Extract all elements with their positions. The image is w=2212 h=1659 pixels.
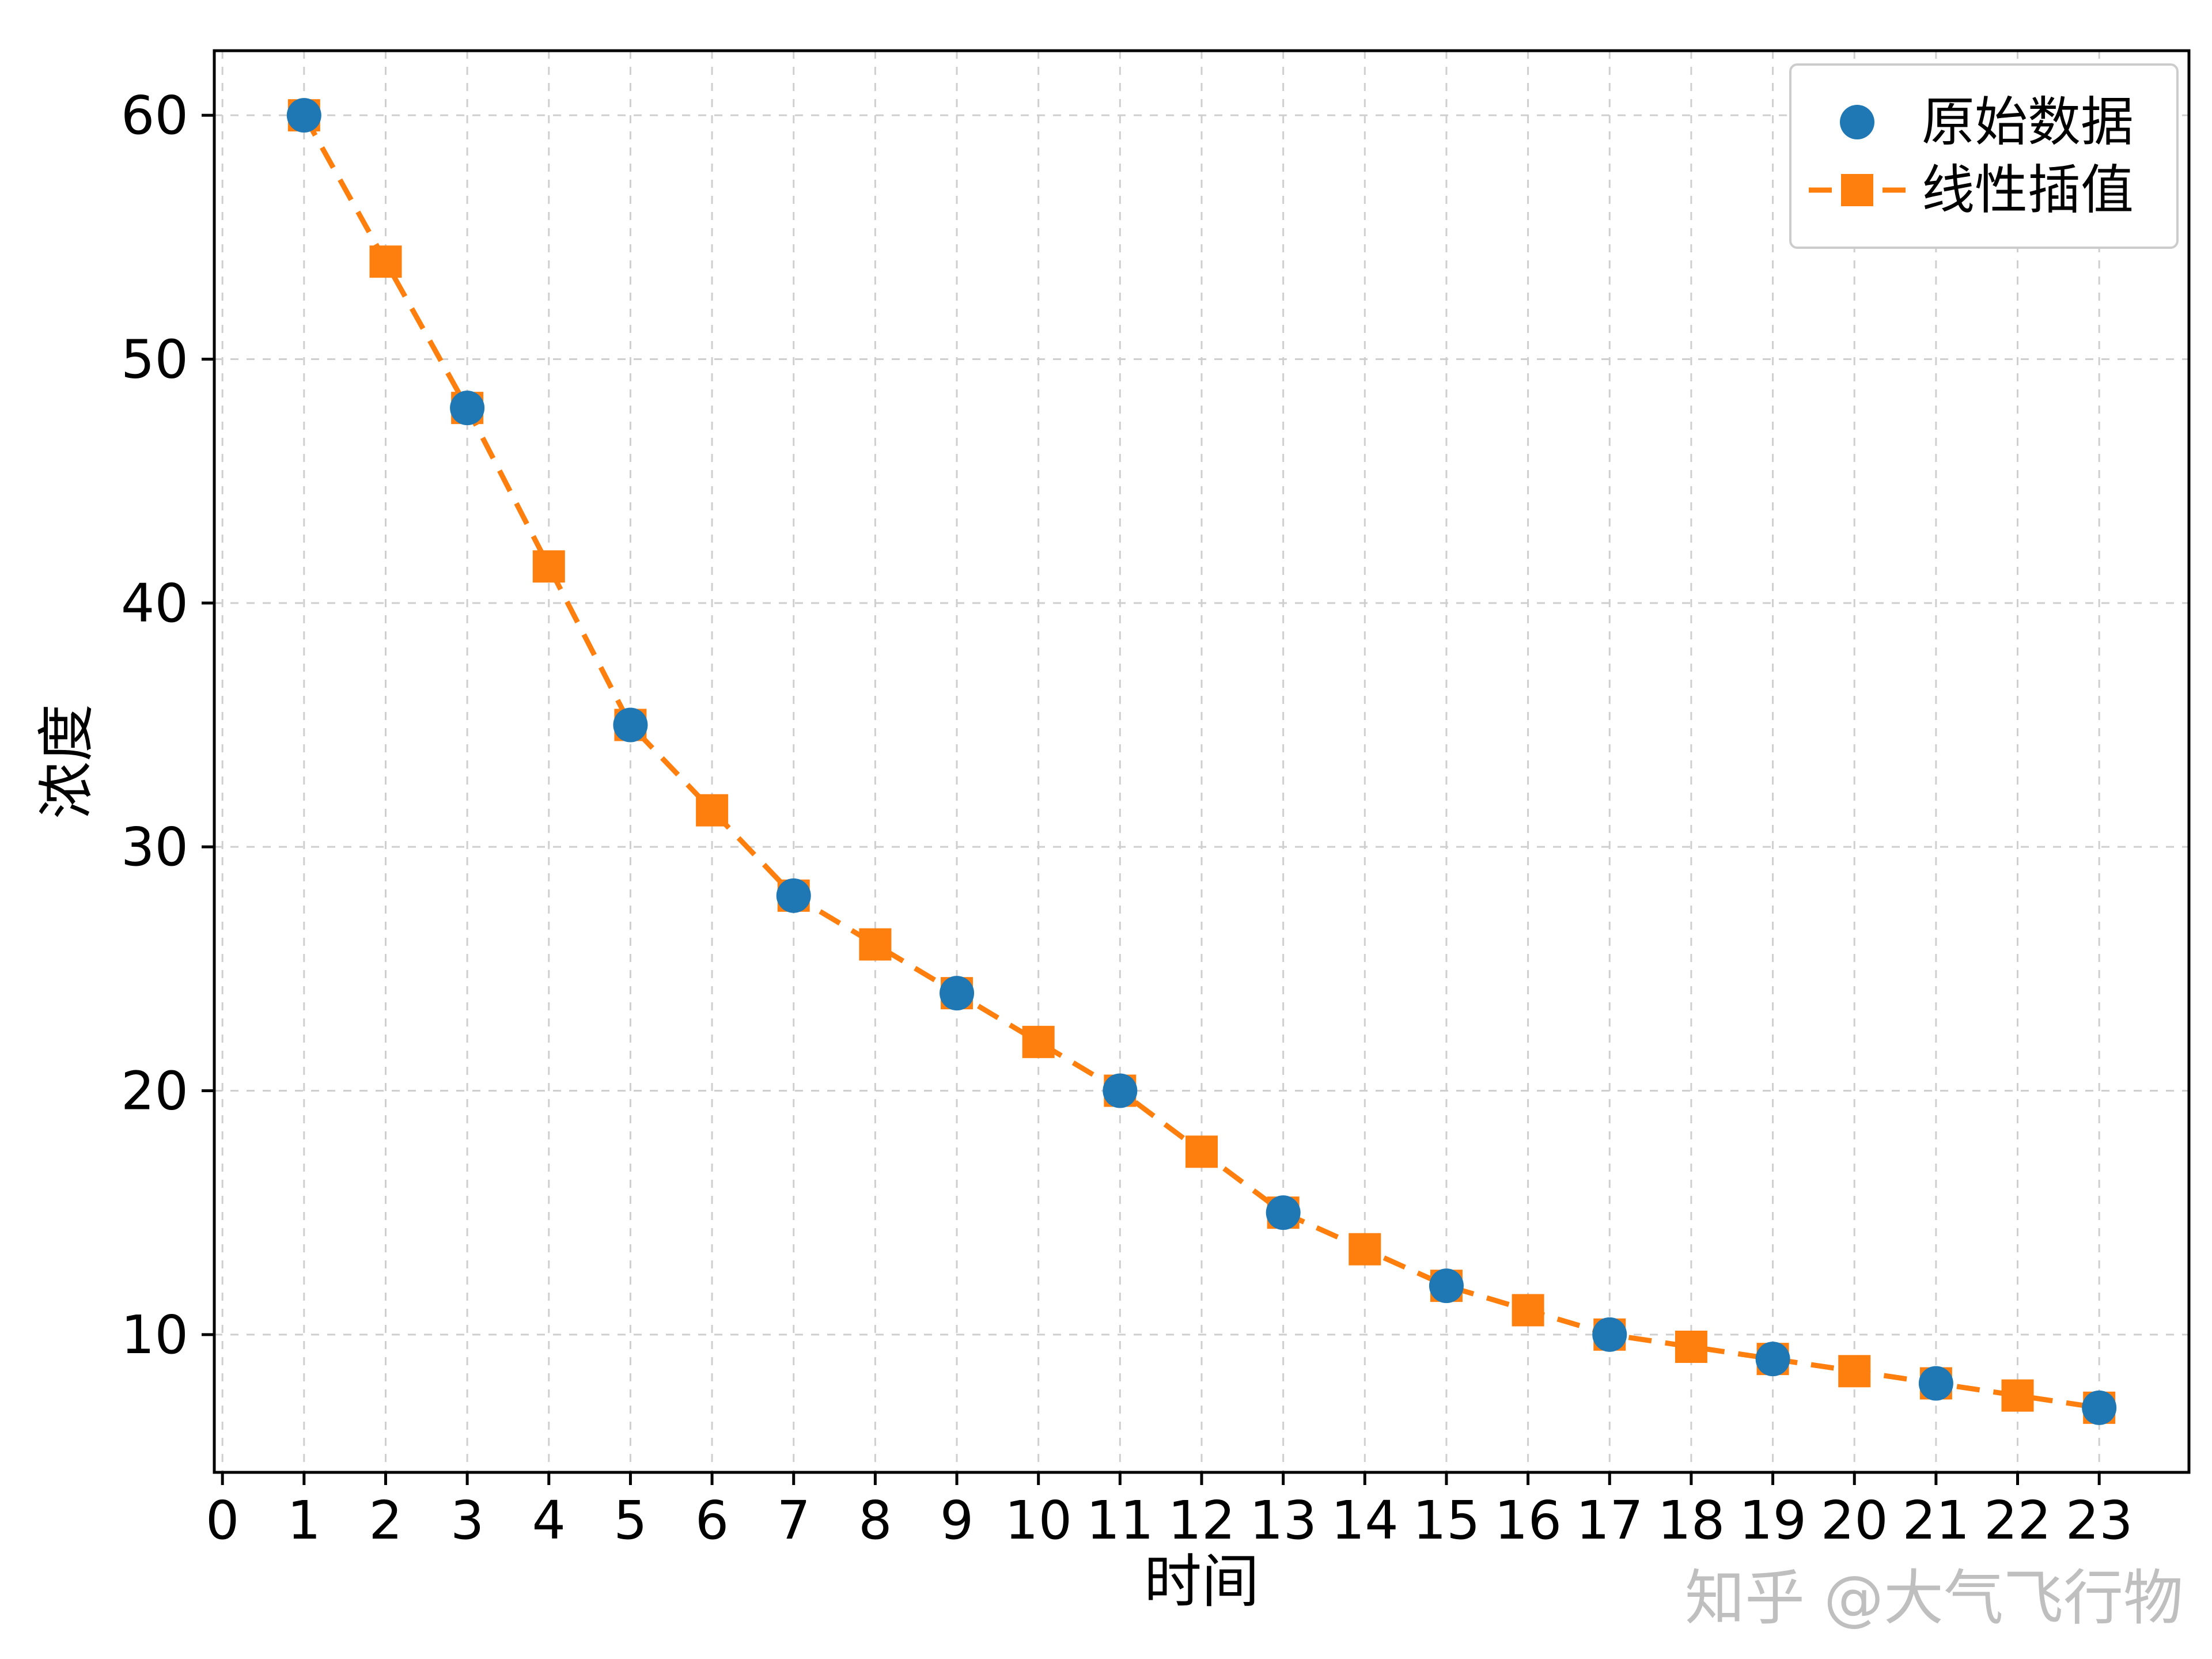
x-tick-label: 19 [1739,1490,1806,1551]
x-tick-label: 8 [858,1490,892,1551]
x-tick-label: 20 [1821,1490,1888,1551]
y-axis-label: 浓度 [33,704,100,819]
data-point-interpolated [1512,1294,1544,1327]
x-tick-label: 4 [532,1490,566,1551]
y-tick-label: 50 [121,329,188,391]
tick-layer: 0 1 2 3 4 5 6 7 8 9 10 11 12 13 14 15 16 17 18 19 20 21 22 2310… [121,85,2133,1551]
x-tick-label: 16 [1494,1490,1562,1551]
data-point-original [1103,1073,1138,1108]
data-point-original [940,976,975,1011]
x-tick-label: 23 [2066,1490,2133,1551]
data-point-interpolated [2001,1379,2034,1412]
legend-label-interp: 线性插值 [1922,160,2134,221]
data-point-interpolated [1675,1330,1707,1363]
x-tick-label: 3 [450,1490,484,1551]
grid-layer [214,51,2189,1472]
data-point-original [450,391,485,426]
x-tick-label: 0 [206,1490,240,1551]
y-tick-label: 10 [121,1304,188,1366]
data-point-interpolated [1185,1135,1218,1168]
data-point-interpolated [532,550,565,583]
legend-label-original: 原始数据 [1922,92,2134,153]
data-point-interpolated [369,245,402,278]
data-point-original [286,98,321,133]
x-tick-label: 15 [1412,1490,1480,1551]
data-point-original [776,878,811,913]
legend-item-original: 原始数据 [1840,92,2134,153]
x-tick-label: 7 [777,1490,810,1551]
data-point-interpolated [1838,1355,1871,1388]
x-tick-label: 5 [613,1490,647,1551]
watermark: 知乎 @大气飞行物 [1685,1563,2183,1633]
legend-item-interp: 线性插值 [1809,160,2134,221]
y-tick-label: 20 [121,1060,188,1122]
legend-marker-circle-icon [1840,105,1874,139]
legend: 原始数据 线性插值 [1789,63,2179,249]
x-tick-label: 14 [1331,1490,1399,1551]
data-point-original [613,707,648,743]
y-tick-label: 40 [121,573,188,634]
x-tick-label: 21 [1902,1490,1969,1551]
y-tick-label: 30 [121,816,188,878]
x-tick-label: 9 [940,1490,974,1551]
data-point-original [1429,1268,1464,1304]
data-point-original [1918,1366,1953,1401]
x-tick-label: 1 [287,1490,321,1551]
data-point-interpolated [1022,1025,1055,1058]
x-tick-label: 13 [1249,1490,1317,1551]
data-point-interpolated [696,794,729,827]
x-tick-label: 11 [1086,1490,1154,1551]
legend-box [1789,63,2179,249]
x-tick-label: 17 [1576,1490,1643,1551]
data-point-original [1755,1342,1790,1377]
x-axis-label: 时间 [1144,1548,1259,1615]
x-tick-label: 6 [695,1490,729,1551]
x-tick-label: 2 [369,1490,403,1551]
x-tick-label: 12 [1168,1490,1235,1551]
data-point-original [2082,1390,2117,1425]
x-tick-label: 10 [1005,1490,1072,1551]
x-tick-label: 22 [1984,1490,2051,1551]
data-point-original [1266,1195,1301,1230]
x-tick-label: 18 [1657,1490,1725,1551]
data-point-original [1592,1317,1627,1352]
data-point-interpolated [859,928,892,961]
series-original-layer [286,98,2117,1425]
data-point-interpolated [1349,1233,1381,1266]
legend-marker-square-icon [1841,174,1873,206]
y-tick-label: 60 [121,85,188,146]
